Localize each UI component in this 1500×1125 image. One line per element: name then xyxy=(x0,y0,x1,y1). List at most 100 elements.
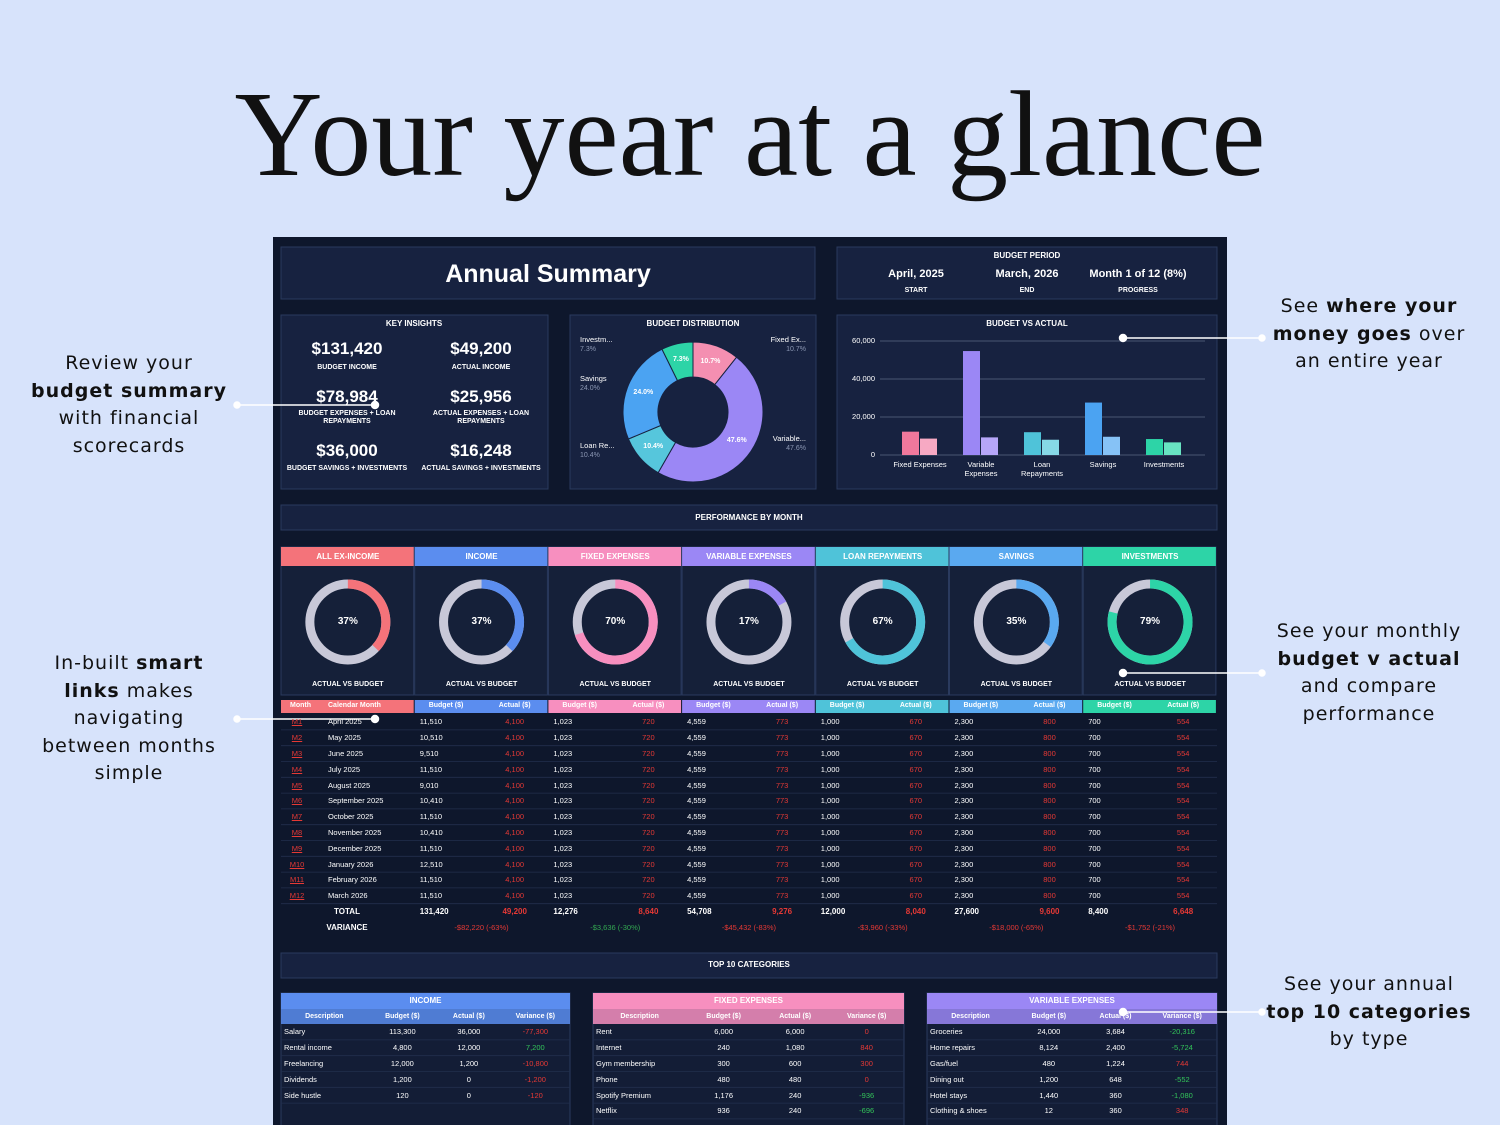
group-title: SAVINGS xyxy=(998,552,1035,562)
category-cell: 2,400 xyxy=(1106,1043,1125,1053)
table-cell: 700 xyxy=(1088,891,1101,901)
annotation-text: top 10 categories xyxy=(1266,1000,1472,1023)
table-cell: 700 xyxy=(1088,733,1101,743)
table-cell: 2,300 xyxy=(954,780,974,790)
category-cell: -5,724 xyxy=(1171,1043,1193,1053)
month-link[interactable]: M8 xyxy=(291,827,303,837)
table-cell: 800 xyxy=(1043,733,1056,743)
ring-caption: ACTUAL VS BUDGET xyxy=(445,680,518,688)
table-cell: 1,000 xyxy=(820,748,840,758)
segment-pct: 24.0% xyxy=(580,384,600,392)
segment-pct: 10.4% xyxy=(580,451,600,459)
table-cell: 1,023 xyxy=(553,764,573,774)
category-cell: 360 xyxy=(1109,1090,1122,1100)
table-cell: 700 xyxy=(1088,796,1101,806)
ring-arc xyxy=(1016,579,1059,647)
category-col-label: Variance ($) xyxy=(1162,1012,1202,1020)
category-cell: Internet xyxy=(596,1043,622,1053)
group-panel xyxy=(1082,546,1217,696)
period-label: PROGRESS xyxy=(1118,286,1158,294)
insight-value: $131,420 xyxy=(311,339,383,359)
annotation-text: an entire year xyxy=(1295,350,1443,372)
table-cell: 554 xyxy=(1176,812,1190,822)
month-link[interactable]: M9 xyxy=(291,843,303,853)
calendar-month: January 2026 xyxy=(328,859,374,869)
table-cell: 554 xyxy=(1176,717,1190,727)
category-cell: 1,200 xyxy=(392,1074,412,1084)
column-header xyxy=(949,700,1083,713)
segment-label: 47.6% xyxy=(726,437,747,445)
category-cell: 0 xyxy=(466,1074,471,1084)
annotation-line: an entire year xyxy=(1219,350,1500,372)
y-tick-label: 20,000 xyxy=(852,412,875,422)
table-cell: 773 xyxy=(775,843,789,853)
group-title: LOAN REPAYMENTS xyxy=(843,552,923,562)
annotation-text: over xyxy=(1411,322,1466,345)
table-cell: 720 xyxy=(642,875,655,885)
month-link[interactable]: M2 xyxy=(291,733,303,743)
table-cell: 4,559 xyxy=(687,843,706,853)
annotation-line: top 10 categories xyxy=(1219,1001,1500,1023)
ring-label: 17% xyxy=(738,615,759,627)
month-link[interactable]: M12 xyxy=(289,891,305,901)
column-header-label: Actual ($) xyxy=(899,701,932,709)
month-link[interactable]: M3 xyxy=(291,748,303,758)
period-value: April, 2025 xyxy=(888,268,944,281)
table-cell: 773 xyxy=(775,717,789,727)
category-cell: Home repairs xyxy=(930,1043,976,1053)
table-cell: 11,510 xyxy=(419,843,443,853)
column-header-label: Budget ($) xyxy=(963,701,999,709)
table-cell: 670 xyxy=(909,827,923,837)
table-cell: 700 xyxy=(1088,780,1101,790)
table-cell: 2,300 xyxy=(954,875,974,885)
month-link[interactable]: M11 xyxy=(289,875,305,885)
variance-label: VARIANCE xyxy=(326,923,368,933)
total-cell: 8,040 xyxy=(905,907,926,917)
category-cell: -20,316 xyxy=(1169,1027,1195,1037)
annotation-text: money goes xyxy=(1272,322,1412,345)
group-panel xyxy=(949,546,1083,696)
category-cell: -77,300 xyxy=(522,1027,549,1037)
calendar-month: August 2025 xyxy=(328,780,371,790)
category-cell: 240 xyxy=(788,1090,802,1100)
category-header xyxy=(281,993,570,1009)
month-link[interactable]: M6 xyxy=(291,796,303,806)
table-cell: 4,100 xyxy=(505,733,525,743)
table-cell: 773 xyxy=(775,748,789,758)
table-cell: 2,300 xyxy=(954,843,974,853)
annotation-text: and compare xyxy=(1300,675,1438,697)
table-cell: 1,023 xyxy=(553,733,573,743)
table-cell: 4,559 xyxy=(687,827,706,837)
ring-caption: ACTUAL VS BUDGET xyxy=(1114,680,1186,688)
month-link[interactable]: M10 xyxy=(289,859,305,869)
table-cell: 9,010 xyxy=(419,780,439,790)
category-cell: Dividends xyxy=(284,1074,317,1084)
month-link[interactable]: M7 xyxy=(291,812,303,822)
table-cell: 10,410 xyxy=(419,796,443,806)
category-cell: 1,200 xyxy=(459,1058,479,1068)
annotation-text: scorecards xyxy=(72,434,186,457)
category-cell: Phone xyxy=(596,1074,618,1084)
category-col-label: Variance ($) xyxy=(515,1012,555,1020)
donut-segment xyxy=(622,348,679,440)
month-link[interactable]: M4 xyxy=(291,764,303,774)
annotation-text: smart xyxy=(136,652,204,674)
bar xyxy=(920,438,937,455)
annotation-line: simple xyxy=(0,762,279,784)
insight-label: BUDGET EXPENSES + LOAN REPAYMENTS xyxy=(298,410,396,426)
annotation-line: Review your xyxy=(0,352,279,374)
annotation-text: between months xyxy=(42,734,216,757)
annotation-line: performance xyxy=(1219,703,1500,725)
table-cell: 670 xyxy=(909,796,923,806)
table-cell: 720 xyxy=(642,812,655,822)
segment-name: Investm... xyxy=(580,335,613,345)
table-cell: 4,559 xyxy=(687,780,706,790)
month-link[interactable]: M5 xyxy=(291,780,303,790)
month-link[interactable]: M1 xyxy=(291,717,303,727)
variance-cell: -$3,636 (-30%) xyxy=(590,923,641,933)
segment-label: 7.3% xyxy=(672,356,689,364)
category-cell: -696 xyxy=(859,1106,875,1116)
annotation-text: with financial xyxy=(58,407,200,429)
y-tick-label: 40,000 xyxy=(852,374,875,384)
